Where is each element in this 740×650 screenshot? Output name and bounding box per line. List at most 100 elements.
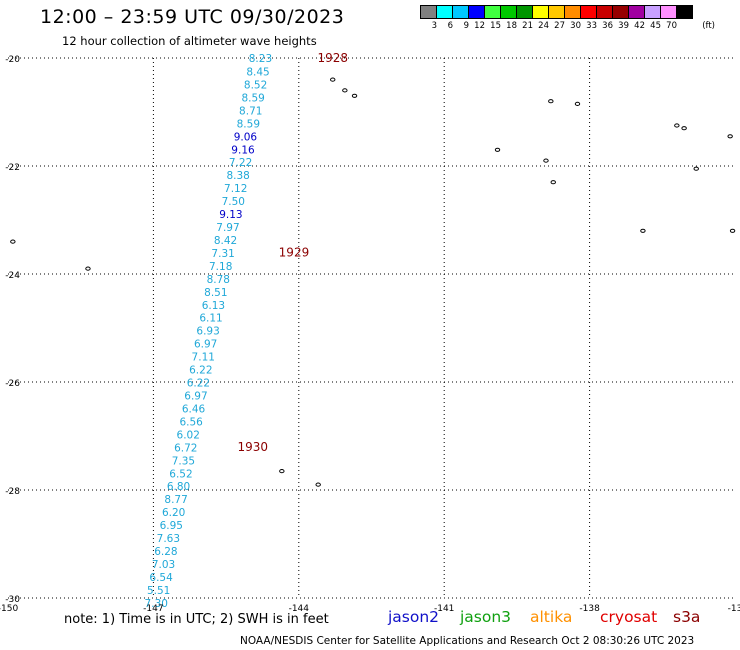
island-outline xyxy=(550,180,556,185)
footer-credit: NOAA/NESDIS Center for Satellite Applica… xyxy=(240,635,695,647)
island-outline xyxy=(342,88,348,93)
legend-label: 33 xyxy=(586,21,597,31)
swh-value-label: 8.59 xyxy=(237,118,260,130)
swh-value-label: 9.13 xyxy=(219,209,242,221)
time-label: 1930 xyxy=(237,440,268,454)
swh-value-label: 7.50 xyxy=(222,196,245,208)
legend-unit: (ft) xyxy=(702,21,715,31)
island-outline xyxy=(351,93,358,98)
swh-value-label: 7.22 xyxy=(229,157,252,169)
legend-label: 6 xyxy=(447,21,453,31)
legend-label: 42 xyxy=(634,21,645,31)
island-outline xyxy=(543,158,549,163)
swh-value-label: 6.97 xyxy=(184,391,207,403)
swh-value-label: 6.52 xyxy=(169,468,192,480)
lat-tick-label: -20 xyxy=(5,55,20,65)
lat-tick-label: -24 xyxy=(5,271,20,281)
island-outline xyxy=(85,266,91,271)
swh-value-label: 7.35 xyxy=(172,455,195,467)
legend-label: 21 xyxy=(522,21,533,31)
swh-value-label: 8.52 xyxy=(244,79,267,91)
swh-value-label: 8.77 xyxy=(164,494,187,506)
lat-tick-label: -28 xyxy=(5,487,20,497)
legend-labels: 3 6 9 12 15 18 21 24 27 30 33 36 39 42 45 70 (ft) xyxy=(421,21,715,31)
swh-value-label: 8.23 xyxy=(249,53,272,65)
swh-value-label: 6.20 xyxy=(162,507,185,519)
swh-value-label: 6.11 xyxy=(199,313,222,325)
swh-value-label: 6.28 xyxy=(154,546,177,558)
satellite-label-cryosat: cryosat xyxy=(600,608,658,626)
island-outline xyxy=(729,228,736,233)
legend-label: 15 xyxy=(490,21,501,31)
lon-tick-label: -147 xyxy=(143,604,163,614)
lat-tick-label: -26 xyxy=(5,379,20,389)
swh-value-label: 7.12 xyxy=(224,183,247,195)
satellite-label-altika: altika xyxy=(530,608,573,626)
island-outline xyxy=(674,123,680,128)
island-outline xyxy=(693,166,699,171)
swh-value-label: 6.13 xyxy=(202,300,225,312)
island-outline xyxy=(330,77,336,82)
footer-note: note: 1) Time is in UTC; 2) SWH is in fe… xyxy=(64,612,329,627)
legend-label: 39 xyxy=(618,21,629,31)
satellite-label-jason2: jason2 xyxy=(388,608,440,626)
time-label: 1929 xyxy=(279,245,310,259)
time-labels: 1928 1929 1930 xyxy=(237,51,348,454)
legend-label: 3 xyxy=(431,21,437,31)
axis-tick-labels: -20 -22 -24 -26 -28 -30-150 -147 -144 -141 -138 -1… xyxy=(0,55,740,614)
island-outline xyxy=(315,482,321,487)
swh-value-label: 6.54 xyxy=(149,572,173,584)
island-outline xyxy=(10,239,16,244)
swh-value-label: 6.22 xyxy=(189,365,212,377)
swh-value-label: 8.45 xyxy=(246,67,269,79)
island-outline xyxy=(640,228,646,233)
swh-value-label: 6.56 xyxy=(179,416,203,428)
legend-label: 30 xyxy=(570,21,581,31)
swh-value-label: 8.59 xyxy=(241,92,264,104)
lon-tick-label: -150 xyxy=(0,604,18,614)
swh-value-label: 9.16 xyxy=(231,144,255,156)
island-outlines xyxy=(10,77,736,487)
swh-value-label: 6.22 xyxy=(187,378,210,390)
swh-value-label: 8.42 xyxy=(214,235,237,247)
legend-label: 45 xyxy=(650,21,661,31)
island-outline xyxy=(681,126,687,131)
swh-value-label: 6.95 xyxy=(160,520,183,532)
map-grid xyxy=(8,57,735,599)
swh-value-label: 6.46 xyxy=(182,403,206,415)
swh-value-label: 7.97 xyxy=(216,222,239,234)
legend-swatches xyxy=(420,5,715,19)
swh-value-label: 6.72 xyxy=(174,442,197,454)
legend-label: 9 xyxy=(463,21,469,31)
satellite-label-s3a: s3a xyxy=(673,608,701,626)
swh-value-label: 7.18 xyxy=(209,261,232,273)
island-outline xyxy=(727,134,733,139)
lon-tick-label: -138 xyxy=(579,604,600,614)
chart-title: 12:00 – 23:59 UTC 09/30/2023 xyxy=(40,6,345,28)
legend-label: 12 xyxy=(474,21,485,31)
wave-height-track: 8.238.458.528.598.718.599.069.167.228.38… xyxy=(145,53,273,610)
lon-tick-label: -144 xyxy=(289,604,310,614)
lat-tick-label: -22 xyxy=(5,163,20,173)
swh-value-label: 5.51 xyxy=(147,585,170,597)
legend-label: 24 xyxy=(538,21,549,31)
swh-value-label: 8.71 xyxy=(239,105,262,117)
chart-subtitle: 12 hour collection of altimeter wave hei… xyxy=(62,34,317,48)
swh-value-label: 8.38 xyxy=(226,170,249,182)
swh-value-label: 6.97 xyxy=(194,339,217,351)
legend-swatch xyxy=(676,5,693,19)
legend-label: 70 xyxy=(666,21,677,31)
swh-value-label: 6.93 xyxy=(196,326,219,338)
island-outline xyxy=(548,99,554,104)
swh-value-label: 7.63 xyxy=(157,533,180,545)
lat-tick-label: -30 xyxy=(5,595,20,605)
swh-value-label: 7.31 xyxy=(211,248,234,260)
satellite-label-jason3: jason3 xyxy=(460,608,512,626)
legend-label: 27 xyxy=(554,21,565,31)
wave-height-legend: 3 6 9 12 15 18 21 24 27 30 33 36 39 42 45 70 (ft) xyxy=(420,5,715,31)
lon-tick-label: -141 xyxy=(434,604,454,614)
swh-value-label: 6.02 xyxy=(177,429,200,441)
swh-value-label: 8.51 xyxy=(204,287,227,299)
island-outline xyxy=(494,147,501,152)
island-outline xyxy=(279,469,285,474)
